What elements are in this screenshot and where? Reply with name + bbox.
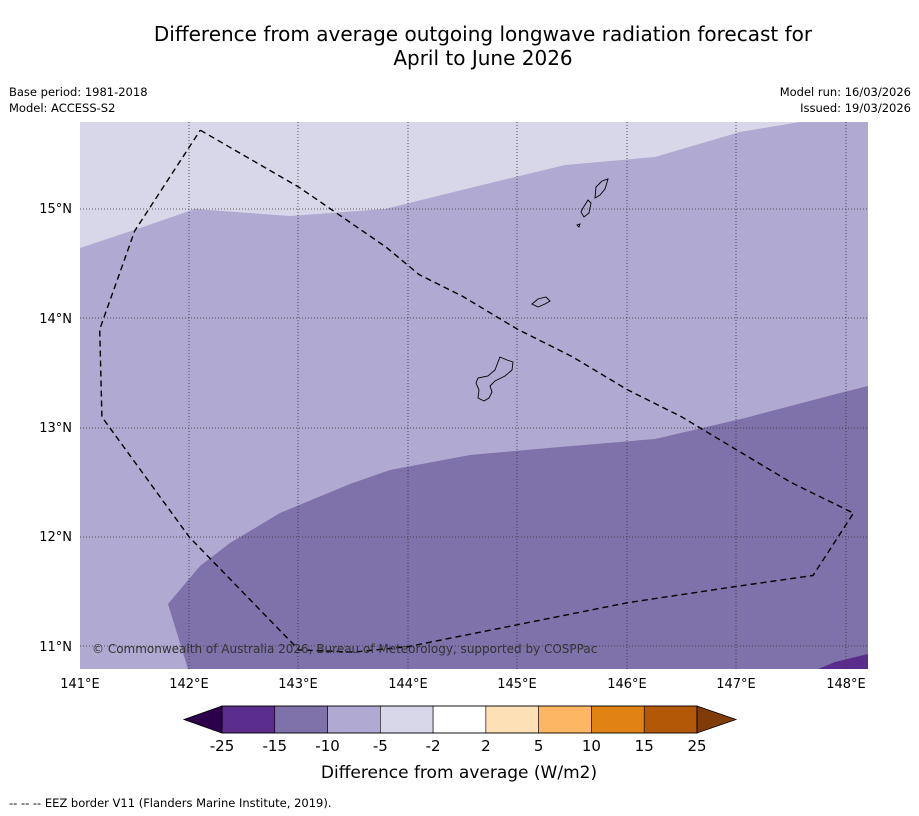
- lon-label-141: 141°E: [60, 677, 100, 692]
- island-guam: [475, 356, 514, 402]
- lon-label-143: 143°E: [278, 677, 318, 692]
- lat-label-13: 13°N: [39, 421, 72, 436]
- colorbar-tick-label: -5: [373, 737, 388, 755]
- colorbar-cell: [327, 705, 381, 734]
- colorbar-cell: [538, 705, 592, 734]
- islands: [475, 178, 609, 402]
- colorbar-tick-label: 5: [534, 737, 544, 755]
- title-line-1: Difference from average outgoing longwav…: [153, 22, 813, 46]
- lat-axis-labels: 15°N 14°N 13°N 12°N 11°N: [39, 202, 72, 655]
- eez-border: [98, 129, 855, 653]
- colorbar-cell: [643, 705, 698, 734]
- footnote-eez: -- -- -- EEZ border V11 (Flanders Marine…: [9, 796, 332, 810]
- colorbar-under-arrow: [182, 705, 223, 734]
- colorbar-tick-label: 25: [687, 737, 706, 755]
- colorbar-tick-label: -25: [210, 737, 235, 755]
- copyright-text: © Commonwealth of Australia 2026, Bureau…: [92, 642, 597, 656]
- colorbar-cell: [221, 705, 276, 734]
- lon-label-146: 146°E: [607, 677, 647, 692]
- meta-right: Model run: 16/03/2026 Issued: 19/03/2026: [780, 84, 911, 116]
- colorbar-over-arrow: [696, 705, 738, 734]
- island-rota: [531, 296, 551, 308]
- lat-label-15: 15°N: [39, 202, 72, 217]
- model-run: Model run: 16/03/2026: [779, 85, 911, 99]
- lon-label-145: 145°E: [497, 677, 537, 692]
- colorbar-cell: [591, 705, 645, 734]
- lat-label-12: 12°N: [39, 530, 72, 545]
- island-tinian: [580, 199, 592, 218]
- zone-minus15-to-minus10: [168, 386, 868, 669]
- colorbar-cell: [485, 705, 539, 734]
- lat-label-11: 11°N: [39, 640, 72, 655]
- lon-label-148: 148°E: [826, 677, 866, 692]
- title-line-2: April to June 2026: [393, 46, 573, 70]
- colorbar-tick-label: 10: [582, 737, 601, 755]
- colorbar-cell: [432, 705, 487, 734]
- colorbar-frame: [221, 705, 698, 734]
- lat-label-14: 14°N: [39, 312, 72, 327]
- issued-date: Issued: 19/03/2026: [800, 101, 911, 115]
- colorbar-label: Difference from average (W/m2): [321, 763, 597, 783]
- island-aguijan: [576, 223, 581, 228]
- zone-minus25-to-minus15: [818, 654, 868, 669]
- chart-title: Difference from average outgoing longwav…: [0, 22, 919, 70]
- colorbar-cell: [274, 705, 328, 734]
- lon-label-147: 147°E: [716, 677, 756, 692]
- map-area: © Commonwealth of Australia 2026, Bureau…: [80, 122, 868, 669]
- colorbar-tick-label: -10: [315, 737, 340, 755]
- graticule: [80, 122, 868, 669]
- lon-label-144: 144°E: [388, 677, 428, 692]
- base-period: Base period: 1981-2018: [9, 85, 148, 99]
- colorbar-tick-label: 15: [635, 737, 654, 755]
- lon-axis-labels: 141°E 142°E 143°E 144°E 145°E 146°E 147°…: [60, 677, 866, 692]
- island-saipan: [594, 178, 609, 199]
- model-name: Model: ACCESS-S2: [9, 101, 116, 115]
- colorbar-tick-label: 2: [481, 737, 491, 755]
- colorbar: -25 -15 -10 -5 -2 2 5 10 15 25 Difference from av…: [182, 705, 738, 783]
- lon-label-142: 142°E: [169, 677, 209, 692]
- map-figure: © Commonwealth of Australia 2026, Bureau…: [39, 122, 868, 783]
- colorbar-cell: [380, 705, 434, 734]
- colorbar-tick-label: -2: [426, 737, 441, 755]
- colorbar-tick-label: -15: [263, 737, 288, 755]
- meta-left: Base period: 1981-2018 Model: ACCESS-S2: [9, 84, 148, 116]
